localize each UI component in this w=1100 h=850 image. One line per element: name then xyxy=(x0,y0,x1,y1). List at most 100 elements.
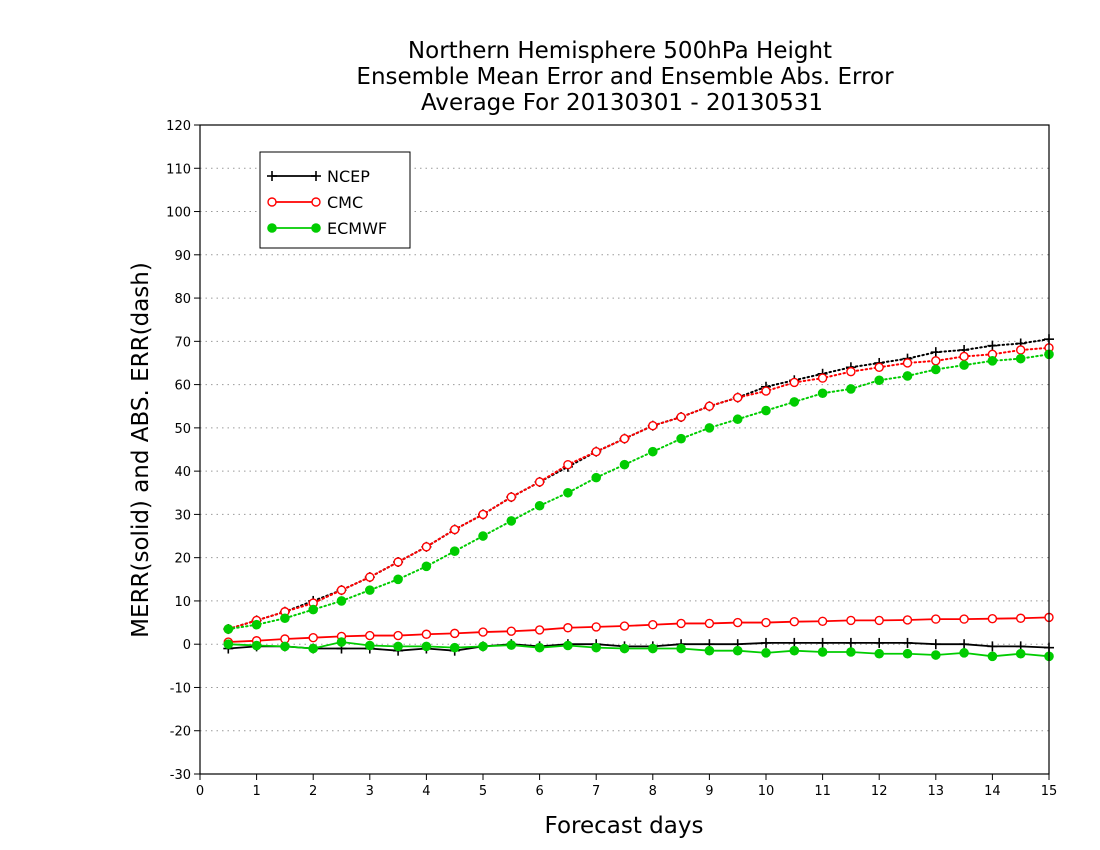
title-line-1: Northern Hemisphere 500hPa Height xyxy=(408,38,832,64)
ncep-mean-error-point xyxy=(987,641,998,652)
ecmwf-abs-error-point xyxy=(959,360,969,370)
y-tick-label-12: 90 xyxy=(174,249,191,264)
cmc-mean-error-point xyxy=(676,618,686,629)
legend-item-ecmwf: ECMWF xyxy=(267,219,387,238)
cmc-mean-error-point xyxy=(450,628,460,639)
ecmwf-mean-error-point xyxy=(732,645,743,656)
ecmwf-mean-error-point xyxy=(421,641,432,652)
x-tick-label-14: 14 xyxy=(984,784,1001,799)
ecmwf-mean-error-point xyxy=(336,637,347,647)
ecmwf-mean-error-point xyxy=(704,645,715,656)
y-tick-label-8: 50 xyxy=(174,422,191,437)
x-tick-label-2: 2 xyxy=(309,784,317,799)
legend: NCEP CMC ECMWF xyxy=(259,151,411,249)
cmc-mean-error-point xyxy=(846,615,856,626)
ecmwf-mean-error-point xyxy=(591,642,602,653)
legend-item-ncep: NCEP xyxy=(267,167,370,186)
y-tick-label-2: -10 xyxy=(170,681,191,696)
cmc-abs-error-point xyxy=(648,421,658,431)
ecmwf-mean-error-point xyxy=(449,642,460,653)
ecmwf-abs-error-point xyxy=(591,472,602,483)
ncep-mean-error-point xyxy=(930,639,941,650)
ecmwf-mean-error-point xyxy=(959,648,969,658)
ecmwf-abs-error-point xyxy=(789,397,800,407)
ecmwf-abs-error-point xyxy=(846,384,856,394)
ncep-mean-error-point xyxy=(874,637,885,648)
cmc-abs-error-point xyxy=(704,401,715,411)
series-ecmwf xyxy=(223,349,1054,662)
x-tick-label-13: 13 xyxy=(928,784,945,799)
ecmwf-abs-error-point xyxy=(534,500,545,511)
cmc-mean-error-point xyxy=(733,617,743,628)
x-tick-label-6: 6 xyxy=(535,784,543,799)
cmc-abs-error-point xyxy=(761,386,771,396)
ecmwf-mean-error-point xyxy=(902,648,913,659)
legend-label-ncep: NCEP xyxy=(327,167,370,186)
cmc-abs-error-point xyxy=(931,356,941,366)
ecmwf-abs-error-point xyxy=(223,624,234,634)
ecmwf-abs-error-point xyxy=(365,585,375,595)
ecmwf-abs-error-point xyxy=(987,356,998,366)
ecmwf-mean-error-point xyxy=(308,643,319,654)
y-tick-label-9: 60 xyxy=(174,379,191,394)
ncep-mean-error-point xyxy=(761,637,771,648)
ecmwf-mean-error-point xyxy=(874,648,885,659)
cmc-abs-error-point xyxy=(365,572,375,582)
ncep-mean-error-point xyxy=(817,637,828,648)
ecmwf-abs-error-line xyxy=(227,353,1050,631)
x-tick-label-7: 7 xyxy=(592,784,600,799)
y-tick-label-10: 70 xyxy=(174,335,191,350)
cmc-abs-error-point xyxy=(789,377,799,388)
title-line-3: Average For 20130301 - 20130531 xyxy=(421,90,823,116)
series-ncep xyxy=(223,334,1054,656)
ecmwf-mean-error-point xyxy=(817,647,828,657)
series-cmc xyxy=(223,343,1054,647)
legend-box xyxy=(259,151,411,249)
ecmwf-mean-error-point xyxy=(280,641,290,652)
x-axis-title: Forecast days xyxy=(545,813,704,839)
ncep-mean-error-point xyxy=(902,637,913,648)
x-tick-label-3: 3 xyxy=(366,784,374,799)
legend-marker-ncep xyxy=(267,171,277,181)
x-tick-label-9: 9 xyxy=(705,784,713,799)
ecmwf-mean-error-point xyxy=(534,642,545,653)
ecmwf-mean-error-point xyxy=(676,643,686,654)
y-tick-label-5: 20 xyxy=(174,552,191,567)
cmc-abs-error-point xyxy=(450,524,460,535)
ecmwf-abs-error-point xyxy=(251,619,262,630)
cmc-mean-error-point xyxy=(902,615,913,625)
cmc-mean-error-point xyxy=(761,617,771,628)
ecmwf-abs-error-point xyxy=(449,546,460,556)
cmc-abs-error-point xyxy=(733,392,743,403)
ecmwf-mean-error-point xyxy=(393,641,403,652)
y-tick-label-4: 10 xyxy=(174,595,191,610)
legend-label-ecmwf: ECMWF xyxy=(327,219,387,238)
legend-marker-cmc xyxy=(311,197,321,207)
y-tick-label-0: -30 xyxy=(170,768,191,783)
x-tick-label-0: 0 xyxy=(196,784,204,799)
y-axis-title: MERR(solid) and ABS. ERR(dash) xyxy=(128,262,154,638)
ecmwf-abs-error-point xyxy=(761,405,771,416)
x-tick-label-1: 1 xyxy=(252,784,260,799)
ecmwf-mean-error-point xyxy=(478,641,488,652)
cmc-abs-error-point xyxy=(393,557,403,567)
cmc-abs-error-point xyxy=(676,412,686,422)
ecmwf-mean-error-point xyxy=(789,645,800,656)
x-tick-label-11: 11 xyxy=(814,784,831,799)
x-tick-label-12: 12 xyxy=(871,784,888,799)
cmc-abs-error-point xyxy=(563,459,573,470)
ecmwf-abs-error-point xyxy=(506,516,517,526)
ecmwf-abs-error-point xyxy=(931,364,941,375)
cmc-abs-error-point xyxy=(846,366,856,377)
ecmwf-abs-error-point xyxy=(563,487,573,498)
cmc-mean-error-point xyxy=(393,630,403,641)
cmc-abs-error-point xyxy=(817,373,828,383)
ecmwf-abs-error-point xyxy=(619,459,630,470)
x-tick-label-8: 8 xyxy=(649,784,657,799)
y-tick-label-7: 40 xyxy=(174,465,191,480)
ncep-mean-error-point xyxy=(959,639,970,650)
legend-item-cmc: CMC xyxy=(267,193,363,212)
ecmwf-mean-error-point xyxy=(251,640,262,651)
plot-frame xyxy=(199,124,1050,775)
